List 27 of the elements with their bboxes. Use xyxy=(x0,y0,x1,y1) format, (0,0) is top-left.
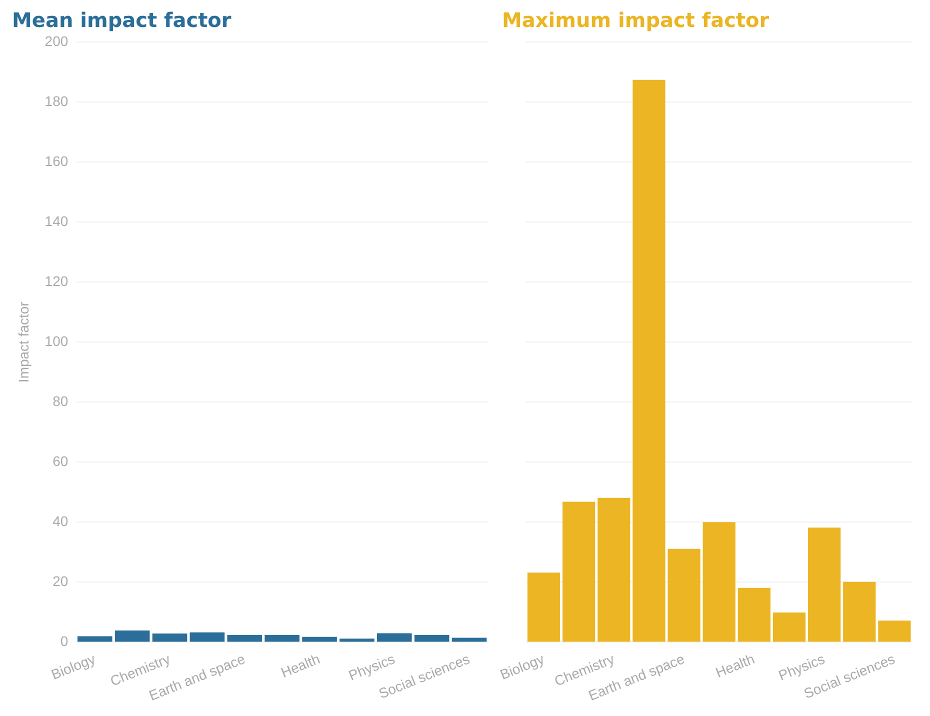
y-tick-label: 60 xyxy=(52,453,68,470)
x-tick-label: Health xyxy=(278,650,322,681)
y-tick-label: 20 xyxy=(52,573,68,590)
bar xyxy=(668,548,700,642)
chart-title: Mean impact factor xyxy=(12,8,232,32)
y-tick-label: 180 xyxy=(44,92,68,109)
y-tick-label: 140 xyxy=(44,212,68,229)
bar xyxy=(702,522,736,642)
y-tick-label: 120 xyxy=(44,272,68,289)
y-tick-label: 80 xyxy=(52,392,68,409)
bar xyxy=(632,80,666,642)
bar xyxy=(878,620,911,642)
y-tick-label: 0 xyxy=(60,633,68,650)
y-tick-label: 160 xyxy=(44,152,68,169)
bar xyxy=(562,502,596,642)
y-tick-label: 200 xyxy=(44,32,68,49)
bar xyxy=(843,582,876,642)
bar xyxy=(598,498,630,642)
bar xyxy=(527,572,560,642)
bar xyxy=(772,612,806,642)
y-tick-label: 100 xyxy=(44,332,68,349)
chart-title: Maximum impact factor xyxy=(502,8,770,32)
y-axis-title: Impact factor xyxy=(15,301,32,383)
bar xyxy=(808,528,841,642)
x-tick-label: Health xyxy=(713,650,757,681)
bar xyxy=(738,588,770,642)
y-tick-label: 40 xyxy=(52,513,68,530)
